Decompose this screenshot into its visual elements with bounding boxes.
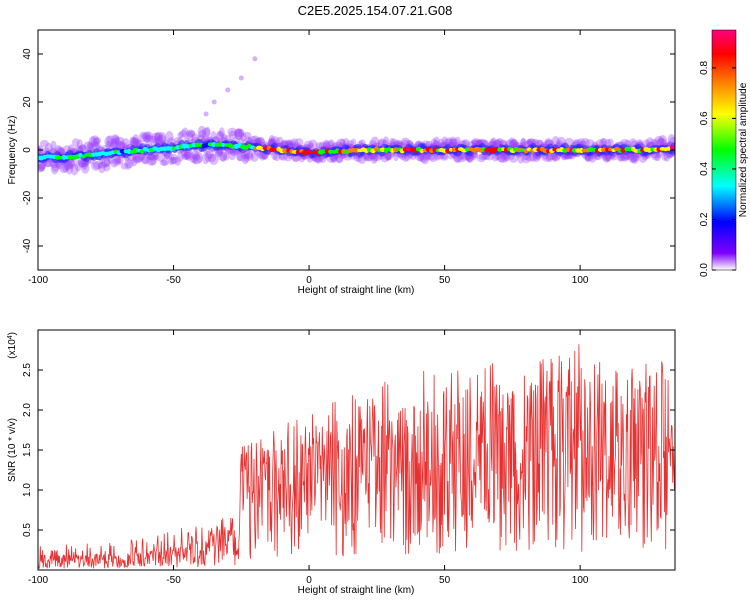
spectrogram-xtick-label: 50 [439,275,451,286]
spectrogram-ytick-label: -40 [22,238,33,253]
snr-scale-exponent: 4 [7,335,14,339]
spectrogram-xtick-label: 0 [306,275,312,286]
snr-xtick-label: -50 [166,575,181,586]
spectrogram-ytick-label: 40 [22,48,33,60]
spectrogram-panel: -100 -50 0 50 100 -40 -20 0 20 40 Height of strai… [7,29,676,296]
colorbar-tick-label: 0.8 [699,61,710,75]
snr-scale-factor: (x104) [7,332,19,359]
snr-ytick-label: 0.5 [22,523,33,537]
snr-series-line [38,344,675,570]
spectrogram-ticks: -100 -50 0 50 100 -40 -20 0 20 40 [22,30,675,286]
spectrogram-ytick-label: 20 [22,96,33,108]
snr-xlabel: Height of straight line (km) [298,585,415,596]
figure-title: C2E5.2025.154.07.21.G08 [298,3,453,18]
svg-text:(x104): (x104) [7,332,19,359]
snr-ytick-label: 1.0 [22,483,33,497]
colorbar-ticks: 0.0 0.2 0.4 0.6 0.8 [699,61,736,277]
spectrogram-xtick-label: -50 [166,275,181,286]
colorbar-tick-label: 0.2 [699,212,710,226]
colorbar-tick-label: 0.4 [699,162,710,176]
snr-ytick-label: 2.5 [22,363,33,377]
colorbar-tick-label: 0.0 [699,263,710,277]
snr-scale-close: ) [7,332,18,335]
snr-xtick-label: 0 [306,575,312,586]
snr-panel: -100 -50 0 50 100 0.5 1.0 1.5 2.0 2.5 Height of s… [7,329,676,596]
spectrogram-xtick-label: -100 [28,275,48,286]
colorbar-scale [711,29,737,271]
snr-ytick-label: 1.5 [22,443,33,457]
snr-xtick-label: -100 [28,575,48,586]
spectrogram-xlabel: Height of straight line (km) [298,285,415,296]
snr-ticks: -100 -50 0 50 100 0.5 1.0 1.5 2.0 2.5 [22,330,675,586]
snr-xtick-label: 100 [572,575,589,586]
snr-scale-label: (x10 [7,339,18,359]
spectrogram-heatmap [38,56,675,176]
snr-xtick-label: 50 [439,575,451,586]
spectrogram-xtick-label: 100 [572,275,589,286]
snr-ytick-label: 2.0 [22,403,33,417]
spectrogram-ylabel: Frequency (Hz) [7,116,18,185]
colorbar: 0.0 0.2 0.4 0.6 0.8 Normalized spectral ampl… [699,29,749,277]
snr-ylabel: SNR (10 * v/v) [7,418,18,482]
colorbar-tick-label: 0.6 [699,111,710,125]
spectrogram-ytick-label: -20 [22,190,33,205]
spectrogram-ytick-label: 0 [22,147,33,153]
colorbar-label: Normalized spectral amplitude [738,82,749,217]
